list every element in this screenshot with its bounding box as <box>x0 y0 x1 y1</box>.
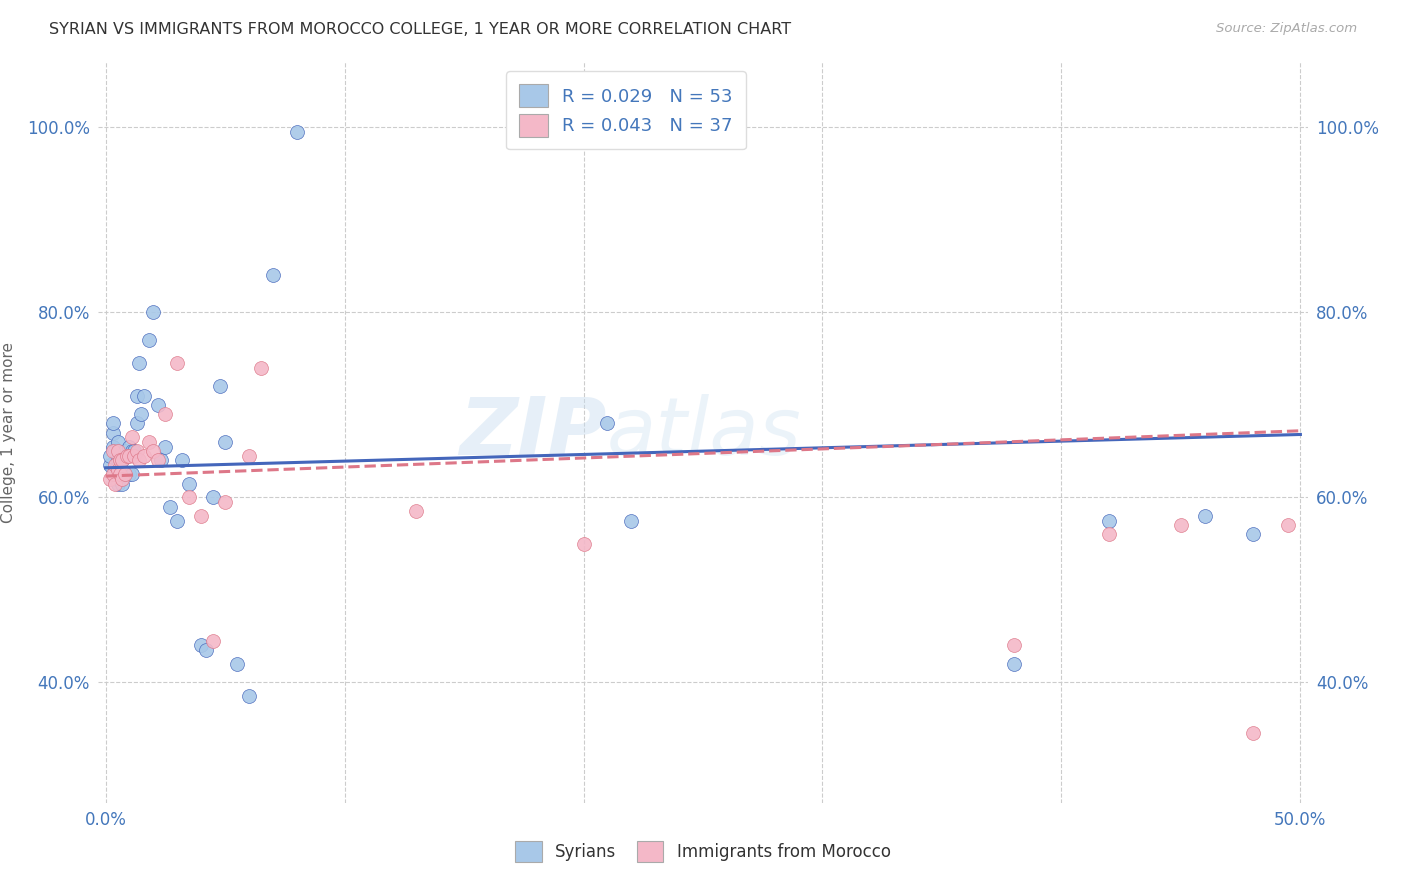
Point <box>107 462 129 476</box>
Point <box>262 268 284 283</box>
Point <box>107 467 129 482</box>
Point <box>1098 514 1121 528</box>
Point <box>121 430 143 444</box>
Point <box>122 449 145 463</box>
Point <box>104 458 127 472</box>
Point <box>149 453 172 467</box>
Point <box>1241 527 1264 541</box>
Text: atlas: atlas <box>606 393 801 472</box>
Point <box>226 657 249 671</box>
Point <box>209 379 232 393</box>
Point <box>190 508 212 523</box>
Point <box>114 444 136 458</box>
Point <box>166 514 188 528</box>
Point <box>108 453 131 467</box>
Point <box>146 453 169 467</box>
Legend: Syrians, Immigrants from Morocco: Syrians, Immigrants from Morocco <box>508 832 898 871</box>
Point <box>114 467 136 482</box>
Point <box>142 444 165 458</box>
Y-axis label: College, 1 year or more: College, 1 year or more <box>1 343 15 523</box>
Point <box>111 472 134 486</box>
Point <box>138 333 160 347</box>
Point <box>121 444 143 458</box>
Point <box>125 444 148 458</box>
Point <box>1194 508 1216 523</box>
Point <box>125 389 148 403</box>
Point <box>101 440 124 454</box>
Point <box>118 449 141 463</box>
Point <box>108 467 131 482</box>
Point <box>132 449 155 463</box>
Point <box>166 356 188 370</box>
Point <box>138 434 160 449</box>
Point <box>104 462 127 476</box>
Point <box>194 643 217 657</box>
Point <box>620 514 643 528</box>
Point <box>125 417 148 431</box>
Point <box>128 356 150 370</box>
Point <box>214 495 236 509</box>
Legend: R = 0.029   N = 53, R = 0.043   N = 37: R = 0.029 N = 53, R = 0.043 N = 37 <box>506 71 745 150</box>
Point <box>132 389 155 403</box>
Text: ZIP: ZIP <box>458 393 606 472</box>
Point <box>1277 518 1299 533</box>
Point <box>131 407 153 421</box>
Point <box>122 444 145 458</box>
Point <box>115 449 138 463</box>
Point <box>111 453 134 467</box>
Point <box>111 476 134 491</box>
Point <box>107 434 129 449</box>
Point <box>1002 639 1025 653</box>
Point <box>108 453 131 467</box>
Point <box>101 417 124 431</box>
Point <box>250 360 273 375</box>
Point <box>128 453 150 467</box>
Point <box>170 453 193 467</box>
Point <box>146 398 169 412</box>
Point <box>101 444 124 458</box>
Point <box>1170 518 1192 533</box>
Point <box>107 476 129 491</box>
Point <box>179 476 201 491</box>
Point <box>115 449 138 463</box>
Point <box>179 491 201 505</box>
Point <box>98 449 121 463</box>
Point <box>155 407 177 421</box>
Point <box>101 425 124 440</box>
Point <box>107 453 129 467</box>
Point <box>114 467 136 482</box>
Point <box>104 476 127 491</box>
Point <box>190 639 212 653</box>
Point <box>202 491 225 505</box>
Point <box>596 417 619 431</box>
Point <box>111 453 134 467</box>
Point <box>104 444 127 458</box>
Point <box>214 434 236 449</box>
Point <box>121 467 143 482</box>
Point <box>285 125 308 139</box>
Point <box>98 472 121 486</box>
Point <box>405 504 427 518</box>
Point <box>118 467 141 482</box>
Point <box>238 690 260 704</box>
Text: SYRIAN VS IMMIGRANTS FROM MOROCCO COLLEGE, 1 YEAR OR MORE CORRELATION CHART: SYRIAN VS IMMIGRANTS FROM MOROCCO COLLEG… <box>49 22 792 37</box>
Point <box>155 440 177 454</box>
Point <box>1002 657 1025 671</box>
Point <box>142 305 165 319</box>
Point <box>572 536 595 550</box>
Point <box>118 440 141 454</box>
Point <box>98 458 121 472</box>
Point <box>1241 726 1264 740</box>
Text: Source: ZipAtlas.com: Source: ZipAtlas.com <box>1216 22 1357 36</box>
Point <box>1098 527 1121 541</box>
Point <box>202 633 225 648</box>
Point <box>238 449 260 463</box>
Point <box>159 500 181 514</box>
Point <box>107 444 129 458</box>
Point <box>104 472 127 486</box>
Point <box>108 467 131 482</box>
Point <box>101 467 124 482</box>
